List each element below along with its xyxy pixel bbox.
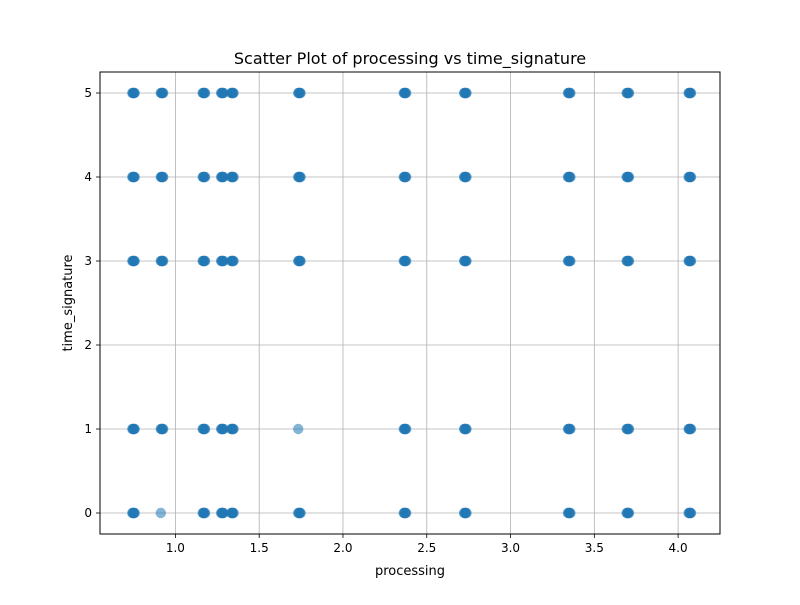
scatter-point — [461, 255, 472, 267]
scatter-point — [129, 423, 140, 435]
scatter-point — [623, 87, 635, 99]
scatter-point — [685, 423, 697, 435]
scatter-point — [400, 171, 412, 183]
scatter-point — [565, 87, 576, 99]
scatter-point — [685, 507, 697, 519]
scatter-point — [295, 171, 306, 183]
scatter-point — [129, 255, 140, 267]
scatter-point — [158, 171, 169, 183]
scatter-point — [685, 171, 697, 183]
x-axis-label: processing — [375, 564, 445, 579]
scatter-point — [685, 87, 697, 99]
axis-ticks: 1.0 1.5 2.0 2.5 3.0 3.5 4.0 0 1 2 3 4 5 — [84, 86, 687, 555]
x-tick-label: 3.5 — [585, 541, 604, 555]
scatter-point — [129, 87, 140, 99]
scatter-point — [623, 171, 635, 183]
scatter-point — [400, 87, 412, 99]
scatter-point — [228, 423, 239, 435]
y-tick-label: 4 — [84, 170, 92, 184]
scatter-point — [129, 507, 140, 519]
scatter-point — [400, 423, 412, 435]
scatter-point — [199, 171, 211, 183]
scatter-point — [565, 255, 576, 267]
scatter-point — [199, 255, 211, 267]
scatter-point — [228, 87, 239, 99]
axes-frame — [99, 71, 721, 535]
x-tick-label: 2.5 — [417, 541, 436, 555]
scatter-point — [199, 423, 211, 435]
x-tick-label: 1.5 — [250, 541, 269, 555]
y-tick-label: 3 — [84, 254, 92, 268]
scatter-point — [199, 507, 211, 519]
scatter-point — [293, 423, 304, 435]
y-axis-label: time_signature — [61, 254, 76, 351]
x-tick-label: 2.0 — [333, 541, 352, 555]
scatter-point — [218, 255, 229, 267]
scatter-point — [565, 171, 576, 183]
scatter-point — [461, 171, 472, 183]
scatter-point — [565, 423, 576, 435]
scatter-point — [623, 507, 635, 519]
y-tick-label: 2 — [84, 338, 92, 352]
scatter-point — [565, 507, 576, 519]
scatter-point — [158, 255, 169, 267]
y-tick-label: 0 — [84, 506, 92, 520]
y-tick-label: 1 — [84, 422, 92, 436]
y-tick-label: 5 — [84, 86, 92, 100]
x-tick-label: 4.0 — [669, 541, 688, 555]
scatter-point — [461, 507, 472, 519]
scatter-point — [461, 87, 472, 99]
scatter-point — [228, 507, 239, 519]
scatter-point — [228, 171, 239, 183]
scatter-point — [295, 507, 306, 519]
scatter-point — [400, 255, 412, 267]
x-tick-label: 3.0 — [501, 541, 520, 555]
scatter-point — [199, 87, 211, 99]
scatter-point — [218, 423, 229, 435]
scatter-point — [295, 87, 306, 99]
scatter-point — [685, 255, 697, 267]
scatter-point — [400, 507, 412, 519]
scatter-point — [461, 423, 472, 435]
scatter-point — [218, 171, 229, 183]
scatter-point — [218, 87, 229, 99]
scatter-point — [623, 255, 635, 267]
scatter-point — [129, 171, 140, 183]
scatter-point — [228, 255, 239, 267]
chart-title: Scatter Plot of processing vs time_signa… — [234, 49, 586, 69]
scatter-point — [295, 255, 306, 267]
scatter-point — [623, 423, 635, 435]
scatter-point — [155, 507, 166, 519]
x-tick-label: 1.0 — [166, 541, 185, 555]
data-points — [127, 87, 697, 519]
scatter-point — [158, 87, 169, 99]
scatter-point — [158, 423, 169, 435]
scatter-point — [218, 507, 229, 519]
